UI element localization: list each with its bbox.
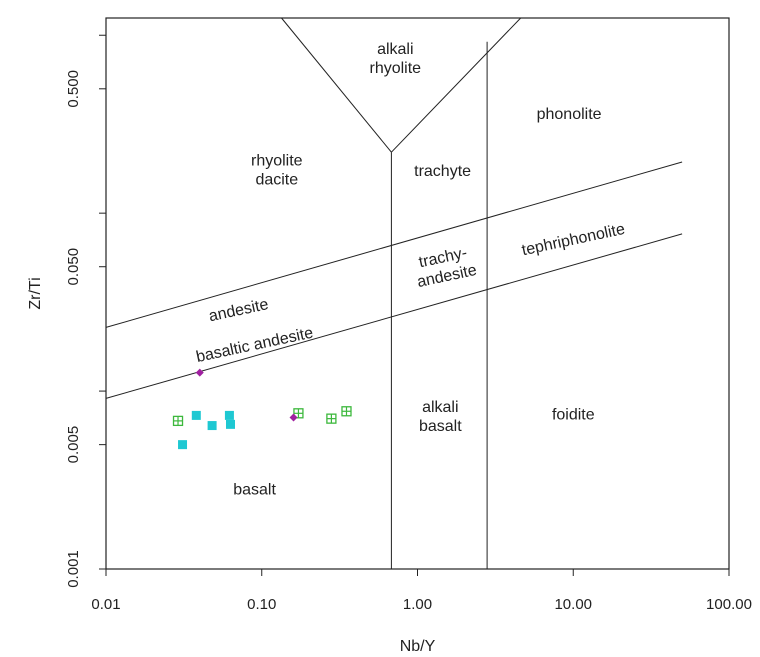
field-label-line: basaltic andesite: [195, 325, 315, 366]
x-tick-label: 1.00: [403, 596, 432, 613]
x-tick-label: 0.10: [247, 596, 276, 613]
field-label-line: basalt: [233, 481, 276, 498]
data-point-diamond: [289, 413, 298, 422]
field-label-line: andesite: [207, 296, 270, 325]
x-tick-label: 100.00: [706, 596, 752, 613]
y-tick-label: 0.005: [65, 426, 82, 464]
data-point-filled-square: [191, 410, 201, 420]
field-label-line: alkali: [377, 41, 413, 58]
field-labels: alkali rhyolite phonolite rhyolite dacite tra…: [195, 41, 627, 498]
field-label-line: trachyte: [414, 163, 471, 180]
data-point-filled-square: [178, 440, 188, 450]
y-tick-label: 0.001: [65, 550, 82, 588]
data-point-crossed-square: [326, 413, 337, 424]
field-label: alkali basalt: [419, 399, 462, 435]
data-point-filled-square: [225, 419, 235, 429]
y-tick-label: 0.500: [65, 70, 82, 108]
field-label: alkali rhyolite: [370, 41, 422, 77]
data-point-filled-square: [207, 421, 217, 431]
y-tick-label: 0.050: [65, 248, 82, 286]
field-label: phonolite: [537, 106, 602, 123]
data-point-crossed-square: [341, 406, 352, 417]
plot-frame: [105, 17, 730, 570]
x-axis: 0.01 0.10 1.00 10.00 100.00: [91, 569, 752, 613]
field-label-line: alkali: [422, 399, 458, 416]
field-label: tephriphonolite: [520, 221, 626, 259]
boundary-line: [391, 17, 522, 153]
x-axis-title: Nb/Y: [400, 638, 436, 655]
field-label: trachyte: [414, 163, 471, 180]
x-tick-label: 10.00: [554, 596, 592, 613]
boundary-line: [105, 161, 683, 328]
field-label-line: rhyolite: [370, 60, 422, 77]
field-label: basalt: [233, 481, 276, 498]
data-point-diamond: [195, 368, 204, 377]
data-points: [172, 368, 352, 450]
data-point-crossed-square: [293, 408, 304, 419]
field-label-line: dacite: [255, 171, 298, 188]
field-label: andesite: [207, 296, 270, 325]
field-label: rhyolite dacite: [251, 152, 303, 188]
boundary-lines: [105, 17, 683, 569]
data-point-crossed-square: [172, 415, 184, 427]
y-axis-title: Zr/Ti: [27, 277, 44, 309]
field-label-line: basalt: [419, 418, 462, 435]
field-label-line: foidite: [552, 406, 595, 423]
data-point-filled-square: [224, 410, 234, 420]
field-label: basaltic andesite: [195, 325, 315, 366]
field-label-line: tephriphonolite: [520, 221, 626, 259]
field-label: trachy-andesite: [416, 244, 479, 291]
y-axis: 0.001 0.005 0.050 0.500: [65, 34, 106, 588]
field-label-line: rhyolite: [251, 152, 303, 169]
field-label-line: phonolite: [537, 106, 602, 123]
boundary-line: [281, 17, 392, 153]
boundary-line: [105, 233, 683, 399]
field-label: foidite: [552, 406, 595, 423]
x-tick-label: 0.01: [91, 596, 120, 613]
